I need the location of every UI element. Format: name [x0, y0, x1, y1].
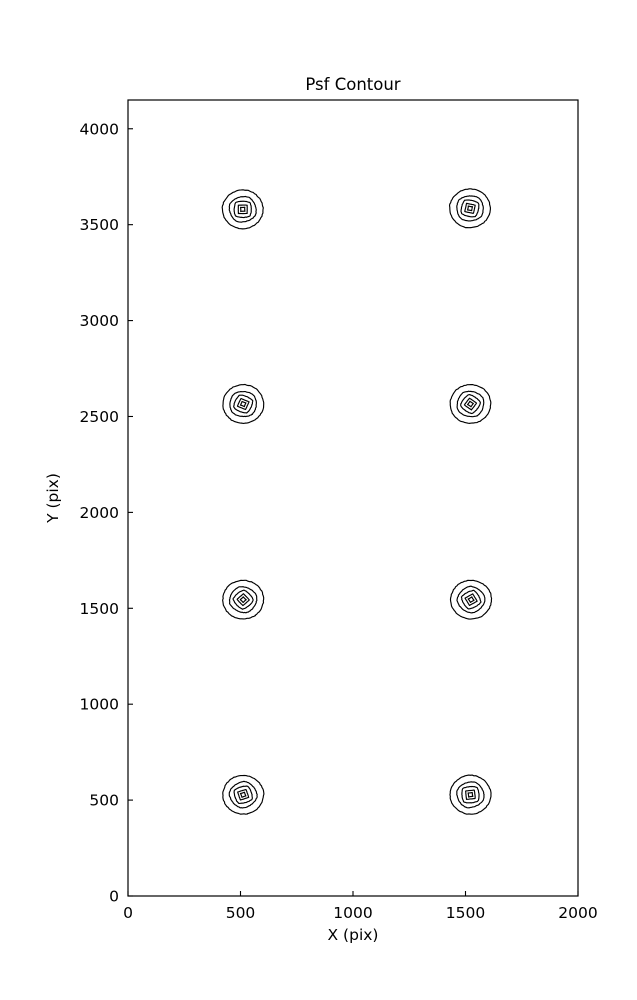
contour-level-1 — [449, 774, 492, 815]
x-axis-ticks — [127, 891, 579, 896]
y-tick-label: 1500 — [80, 600, 119, 618]
y-tick-label: 500 — [89, 792, 119, 810]
contour-level-4 — [463, 397, 478, 411]
psf-contour-group — [449, 579, 493, 620]
y-axis-tick-labels: 0 500 1000 1500 2000 2500 3000 3500 4000 — [80, 120, 119, 905]
psf-contour-group — [222, 579, 265, 620]
contour-level-2 — [228, 780, 258, 809]
y-tick-label: 3000 — [80, 312, 119, 330]
contour-level-2 — [228, 195, 257, 223]
contour-level-5 — [239, 791, 247, 798]
psf-contour-group — [222, 774, 265, 815]
contour-level-1 — [222, 383, 265, 425]
contour-level-1 — [222, 579, 265, 620]
psf-contour-group — [449, 774, 492, 815]
y-tick-label: 2000 — [80, 504, 119, 522]
contour-level-4 — [236, 398, 250, 411]
plot-frame — [127, 99, 579, 897]
y-tick-label: 1000 — [80, 696, 119, 714]
page-title: Psf Contour — [305, 75, 400, 94]
x-tick-label: 500 — [226, 904, 256, 922]
contour-level-3 — [233, 200, 252, 219]
contour-level-5 — [466, 400, 474, 408]
contour-level-4 — [237, 204, 248, 215]
contour-level-2 — [456, 781, 485, 809]
x-tick-label: 1000 — [333, 904, 372, 922]
x-axis-label: X (pix) — [328, 926, 379, 944]
contour-level-2 — [229, 390, 257, 418]
contour-level-5 — [467, 791, 474, 798]
x-tick-label: 1500 — [446, 904, 485, 922]
contour-level-5 — [239, 596, 247, 604]
contour-level-3 — [460, 589, 482, 610]
contour-level-3 — [461, 785, 480, 804]
contour-level-3 — [460, 199, 480, 218]
contour-level-3 — [233, 785, 253, 804]
psf-contour-group — [449, 383, 492, 424]
psf-contour-group — [221, 189, 264, 230]
contour-groups — [221, 188, 493, 815]
contour-level-1 — [221, 189, 264, 230]
x-tick-label: 2000 — [558, 904, 597, 922]
contour-level-1 — [449, 383, 492, 424]
contour-level-1 — [449, 579, 493, 620]
contour-level-2 — [456, 390, 485, 418]
contour-level-4 — [236, 593, 250, 607]
contour-level-5 — [239, 206, 246, 213]
contour-level-2 — [228, 586, 258, 614]
y-tick-label: 2500 — [80, 408, 119, 426]
x-axis-tick-labels: 0 500 1000 1500 2000 — [123, 904, 598, 922]
contour-level-3 — [460, 394, 481, 415]
contour-level-2 — [456, 585, 486, 614]
contour-level-2 — [456, 195, 484, 222]
y-axis-ticks — [128, 128, 133, 897]
x-tick-label: 0 — [123, 904, 133, 922]
y-tick-label: 0 — [109, 888, 119, 906]
contour-level-1 — [222, 774, 265, 815]
contour-level-5 — [466, 205, 474, 212]
contour-level-4 — [464, 202, 476, 214]
contour-level-3 — [233, 394, 254, 414]
psf-contour-group — [222, 383, 265, 425]
psf-contour-group — [448, 188, 491, 229]
y-tick-label: 3500 — [80, 216, 119, 234]
contour-level-5 — [239, 400, 247, 408]
y-tick-label: 4000 — [80, 120, 119, 138]
contour-level-4 — [465, 789, 476, 800]
contour-level-1 — [448, 188, 491, 229]
contour-level-4 — [464, 593, 478, 607]
contour-level-4 — [237, 788, 250, 801]
y-axis-label: Y (pix) — [44, 473, 62, 524]
contour-level-3 — [232, 589, 254, 610]
contour-level-5 — [467, 596, 475, 603]
